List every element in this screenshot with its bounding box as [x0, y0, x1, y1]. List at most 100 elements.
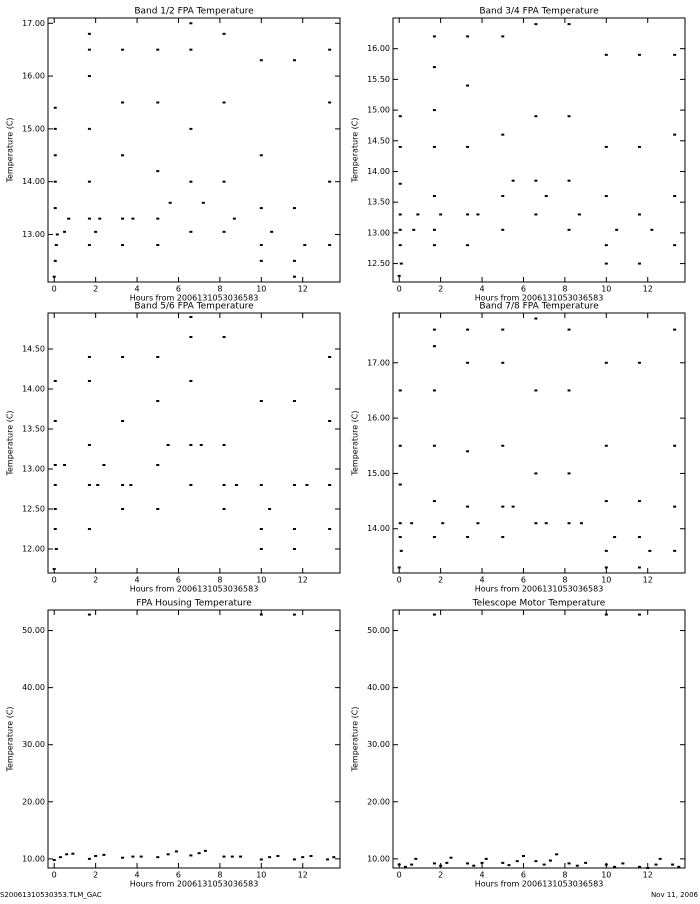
data-point [121, 508, 125, 510]
plot-frame [47, 312, 341, 574]
data-point [259, 400, 263, 402]
data-point [445, 861, 449, 864]
x-tick-label: 0 [397, 871, 402, 880]
data-point [403, 865, 407, 868]
data-point [567, 179, 571, 182]
x-tick-label: 4 [135, 576, 140, 585]
x-tick-label: 12 [298, 871, 308, 880]
data-point [268, 856, 272, 859]
data-point [53, 106, 57, 109]
data-point [328, 356, 332, 358]
data-point [292, 548, 296, 550]
data-point [201, 201, 205, 204]
data-point [410, 522, 414, 525]
data-point [466, 361, 470, 364]
data-point [511, 179, 515, 182]
data-point [87, 613, 91, 616]
data-point [673, 549, 677, 552]
x-tick-label: 6 [521, 576, 526, 585]
data-point [637, 500, 641, 503]
data-point [542, 863, 546, 866]
data-point [658, 857, 662, 860]
x-tick-label: 8 [562, 871, 567, 880]
y-tick-label: 17.00 [22, 19, 45, 28]
x-tick-label: 0 [52, 576, 57, 585]
data-point [501, 328, 505, 331]
data-point [637, 145, 641, 148]
data-point [604, 195, 608, 198]
data-point [65, 853, 69, 856]
data-point [466, 505, 470, 508]
data-point [53, 259, 57, 262]
x-tick-label: 6 [521, 285, 526, 294]
x-axis-label: Hours from 2006131053036583 [130, 585, 259, 594]
data-point [544, 522, 548, 525]
data-point [53, 464, 57, 466]
data-point [121, 356, 125, 358]
x-tick-label: 12 [298, 285, 308, 294]
data-point [259, 207, 263, 210]
data-point [521, 855, 525, 858]
data-point [466, 450, 470, 453]
data-point [398, 522, 402, 525]
data-point [156, 170, 160, 173]
x-axis-label: Hours from 2006131053036583 [130, 880, 259, 889]
data-point [534, 522, 538, 525]
data-point [53, 127, 57, 130]
data-point [292, 858, 296, 861]
data-point [466, 536, 470, 539]
data-point [292, 275, 296, 278]
data-point [466, 213, 470, 216]
data-point [534, 23, 538, 26]
data-point [584, 861, 588, 864]
data-point [71, 852, 75, 855]
data-point [174, 850, 178, 853]
data-point [501, 505, 505, 508]
data-point [189, 336, 193, 338]
y-tick-label: 16.00 [367, 44, 390, 53]
data-point [94, 230, 98, 233]
data-point [604, 863, 608, 866]
x-tick-label: 10 [601, 576, 611, 585]
data-point [555, 853, 559, 856]
data-point [259, 59, 263, 62]
y-tick-label: 20.00 [367, 797, 390, 806]
data-point [398, 228, 402, 231]
footer-left: S20061310530353.TLM_GAC [0, 891, 102, 899]
data-point [189, 22, 193, 25]
data-point [398, 145, 402, 148]
data-point [673, 444, 677, 447]
data-point [199, 444, 203, 446]
data-point [412, 228, 416, 231]
data-point [637, 613, 641, 616]
y-tick-label: 13.50 [367, 198, 390, 207]
x-tick-label: 10 [601, 871, 611, 880]
data-point [534, 389, 538, 392]
data-point [87, 356, 91, 358]
data-point [397, 863, 401, 866]
data-point [303, 244, 307, 247]
data-point [673, 328, 677, 331]
data-point [637, 361, 641, 364]
y-tick-label: 15.00 [367, 106, 390, 115]
data-point [534, 213, 538, 216]
data-point [53, 207, 57, 210]
panel-title: Telescope Motor Temperature [472, 599, 606, 609]
data-point [476, 213, 480, 216]
data-point [432, 444, 436, 447]
data-point [432, 536, 436, 539]
data-point [96, 484, 100, 486]
y-tick-label: 13.00 [22, 465, 45, 474]
data-point [398, 115, 402, 118]
data-point [328, 484, 332, 486]
data-point [52, 275, 56, 278]
y-axis-label: Temperature (C) [351, 117, 360, 183]
data-point [466, 328, 470, 331]
x-tick-label: 8 [562, 285, 567, 294]
data-point [239, 855, 243, 858]
data-point [67, 217, 71, 220]
data-point [87, 75, 91, 78]
data-point [121, 217, 125, 220]
plot-frame [392, 312, 686, 574]
data-point [637, 213, 641, 216]
